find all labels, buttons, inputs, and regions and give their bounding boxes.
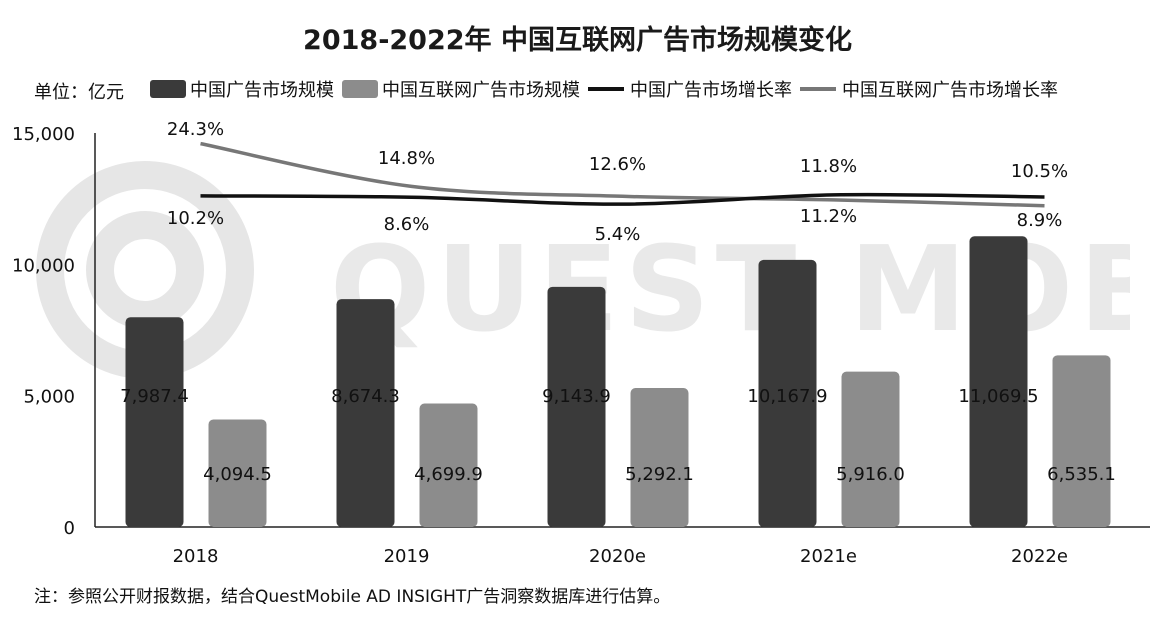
legend-label-total-size: 中国广告市场规模 — [190, 80, 334, 101]
legend-swatch-total-size — [150, 80, 186, 98]
x-tick-label: 2021e — [800, 546, 857, 567]
y-tick-label: 10,000 — [12, 255, 75, 276]
bar-total-size — [336, 299, 395, 527]
data-label-total-growth: 11.2% — [800, 206, 857, 227]
bar-internet-size — [208, 419, 267, 527]
data-label-total-size: 9,143.9 — [542, 386, 611, 407]
x-tick-label: 2020e — [589, 546, 646, 567]
chart-title: 2018-2022年 中国互联网广告市场规模变化 — [303, 25, 852, 56]
data-label-internet-size: 4,094.5 — [203, 464, 272, 485]
legend-label-total-growth: 中国广告市场增长率 — [630, 80, 792, 101]
legend-swatch-total-growth — [588, 87, 624, 91]
legend-label-internet-growth: 中国互联网广告市场增长率 — [842, 80, 1058, 101]
bar-internet-size — [1052, 355, 1111, 527]
data-label-total-growth: 5.4% — [595, 224, 641, 245]
y-tick-label: 0 — [64, 518, 75, 539]
bar-total-size — [547, 286, 606, 527]
data-label-internet-size: 5,292.1 — [625, 464, 694, 485]
data-label-total-growth: 8.6% — [384, 214, 430, 235]
data-label-total-size: 11,069.5 — [958, 386, 1038, 407]
legend-item-total-growth: 中国广告市场增长率 — [588, 76, 792, 102]
data-label-internet-size: 5,916.0 — [836, 464, 905, 485]
bar-internet-size — [419, 403, 478, 527]
data-label-total-size: 7,987.4 — [120, 386, 189, 407]
data-label-internet-size: 4,699.9 — [414, 464, 483, 485]
x-tick-label: 2018 — [173, 546, 219, 567]
data-label-internet-growth: 10.5% — [1011, 161, 1068, 182]
legend: 中国广告市场规模 中国互联网广告市场规模 中国广告市场增长率 中国互联网广告市场… — [150, 76, 1066, 102]
legend-item-total-size: 中国广告市场规模 — [150, 76, 334, 102]
data-label-internet-growth: 14.8% — [378, 148, 435, 169]
data-label-total-growth: 10.2% — [167, 208, 224, 229]
y-tick-label: 15,000 — [12, 124, 75, 145]
legend-item-internet-growth: 中国互联网广告市场增长率 — [800, 76, 1058, 102]
data-label-internet-growth: 24.3% — [167, 119, 224, 140]
data-label-total-size: 10,167.9 — [747, 386, 827, 407]
bar-total-size — [969, 236, 1028, 527]
unit-label: 单位：亿元 — [34, 82, 124, 103]
legend-swatch-internet-size — [342, 80, 378, 98]
x-tick-label: 2022e — [1011, 546, 1068, 567]
data-label-internet-growth: 12.6% — [589, 154, 646, 175]
bar-total-size — [758, 259, 817, 527]
line-total-growth — [200, 192, 1045, 206]
line-internet-growth — [200, 141, 1045, 208]
y-tick-label: 5,000 — [23, 387, 75, 408]
data-label-total-size: 8,674.3 — [331, 386, 400, 407]
legend-item-internet-size: 中国互联网广告市场规模 — [342, 76, 580, 102]
x-tick-label: 2019 — [384, 546, 430, 567]
bar-internet-size — [841, 371, 900, 527]
legend-label-internet-size: 中国互联网广告市场规模 — [382, 80, 580, 101]
data-label-internet-growth: 11.8% — [800, 156, 857, 177]
bar-total-size — [125, 317, 184, 527]
legend-swatch-internet-growth — [800, 87, 836, 91]
data-label-total-growth: 8.9% — [1017, 210, 1063, 231]
footnote: 注：参照公开财报数据，结合QuestMobile AD INSIGHT广告洞察数… — [34, 587, 671, 607]
bar-internet-size — [630, 387, 689, 527]
data-label-internet-size: 6,535.1 — [1047, 464, 1116, 485]
